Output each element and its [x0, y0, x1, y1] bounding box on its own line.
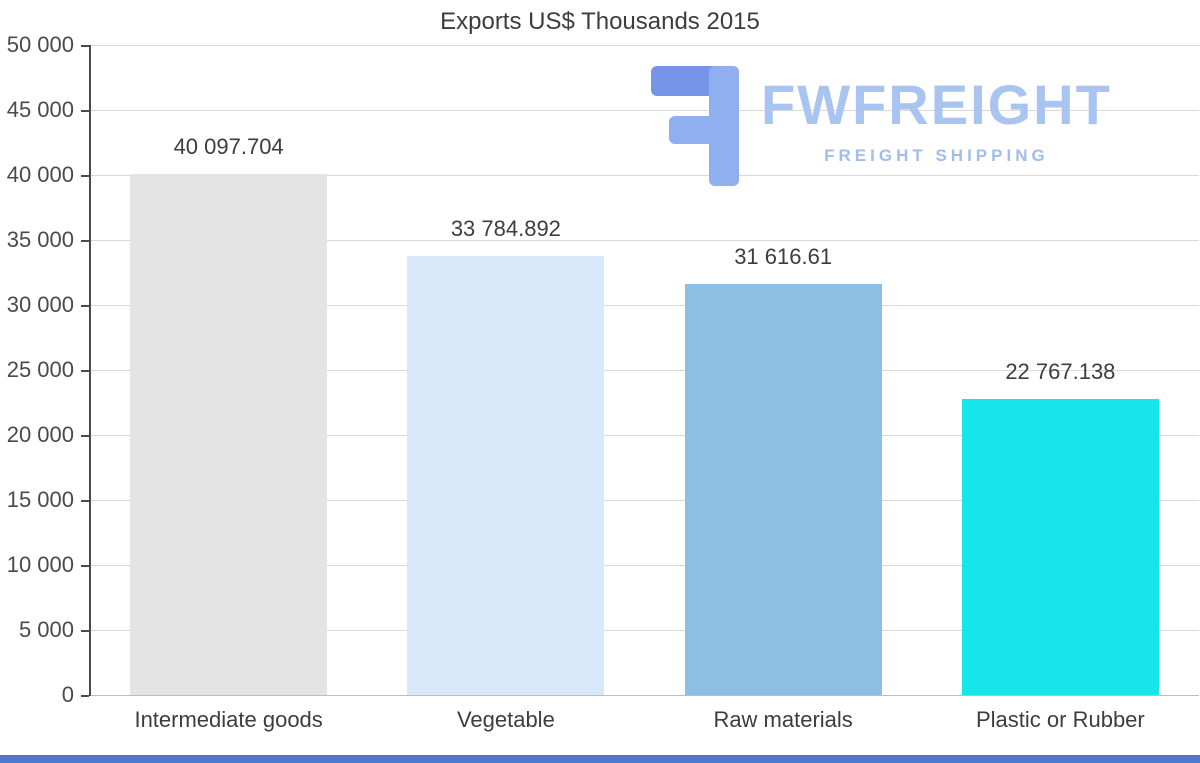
y-axis-tick-mark [81, 110, 89, 112]
footer-bar [0, 755, 1200, 763]
bar-plastic-or-rubber [961, 399, 1159, 695]
watermark-logo: FWFREIGHT FREIGHT SHIPPING [645, 66, 1112, 186]
bar-value-label: 40 097.704 [173, 133, 284, 159]
gridline [90, 240, 1199, 241]
gridline [90, 500, 1199, 501]
y-axis-tick-label: 35 000 [6, 227, 74, 252]
bar-raw-materials [684, 283, 882, 695]
y-axis-tick-label: 30 000 [6, 292, 74, 317]
freight-logo-icon [645, 66, 745, 186]
gridline [90, 45, 1199, 46]
bar-value-label: 33 784.892 [450, 215, 561, 241]
y-axis-tick-label: 45 000 [6, 97, 74, 122]
y-axis-tick-label: 20 000 [6, 422, 74, 447]
y-axis-tick-mark [81, 695, 89, 697]
gridline [90, 695, 1199, 696]
y-axis-tick-mark [81, 370, 89, 372]
y-axis-tick-label: 40 000 [6, 162, 74, 187]
y-axis-tick-mark [81, 565, 89, 567]
bar-value-label: 22 767.138 [1005, 359, 1116, 385]
gridline [90, 565, 1199, 566]
gridline [90, 435, 1199, 436]
y-axis-tick-mark [81, 435, 89, 437]
y-axis-tick-label: 25 000 [6, 357, 74, 382]
watermark-brand-text: FWFREIGHT [761, 73, 1112, 136]
gridline [90, 370, 1199, 371]
gridline [90, 175, 1199, 176]
y-axis-tick-mark [81, 305, 89, 307]
y-axis-tick-label: 10 000 [6, 552, 74, 577]
x-axis-category-label: Raw materials [713, 707, 853, 732]
y-axis-tick-label: 0 [61, 682, 74, 707]
x-axis-category-label: Plastic or Rubber [976, 707, 1145, 732]
gridline [90, 110, 1199, 111]
watermark-tagline-text: FREIGHT SHIPPING [824, 146, 1049, 165]
y-axis-line [89, 45, 91, 696]
x-axis-category-label: Vegetable [456, 707, 555, 732]
y-axis-tick-mark [81, 45, 89, 47]
y-axis-tick-label: 50 000 [6, 32, 74, 57]
bar-value-label: 31 616.61 [734, 243, 833, 269]
bar-intermediate-goods [130, 173, 328, 695]
watermark-text-block: FWFREIGHT FREIGHT SHIPPING [761, 66, 1112, 166]
bar-vegetable [407, 255, 605, 695]
y-axis-tick-mark [81, 630, 89, 632]
y-axis-tick-label: 5 000 [18, 617, 74, 642]
gridline [90, 630, 1199, 631]
y-axis-tick-mark [81, 240, 89, 242]
chart-title: Exports US$ Thousands 2015 [440, 8, 760, 35]
x-axis-category-label: Intermediate goods [134, 707, 323, 732]
y-axis-tick-mark [81, 500, 89, 502]
y-axis-tick-label: 15 000 [6, 487, 74, 512]
y-axis-tick-mark [81, 175, 89, 177]
gridline [90, 305, 1199, 306]
